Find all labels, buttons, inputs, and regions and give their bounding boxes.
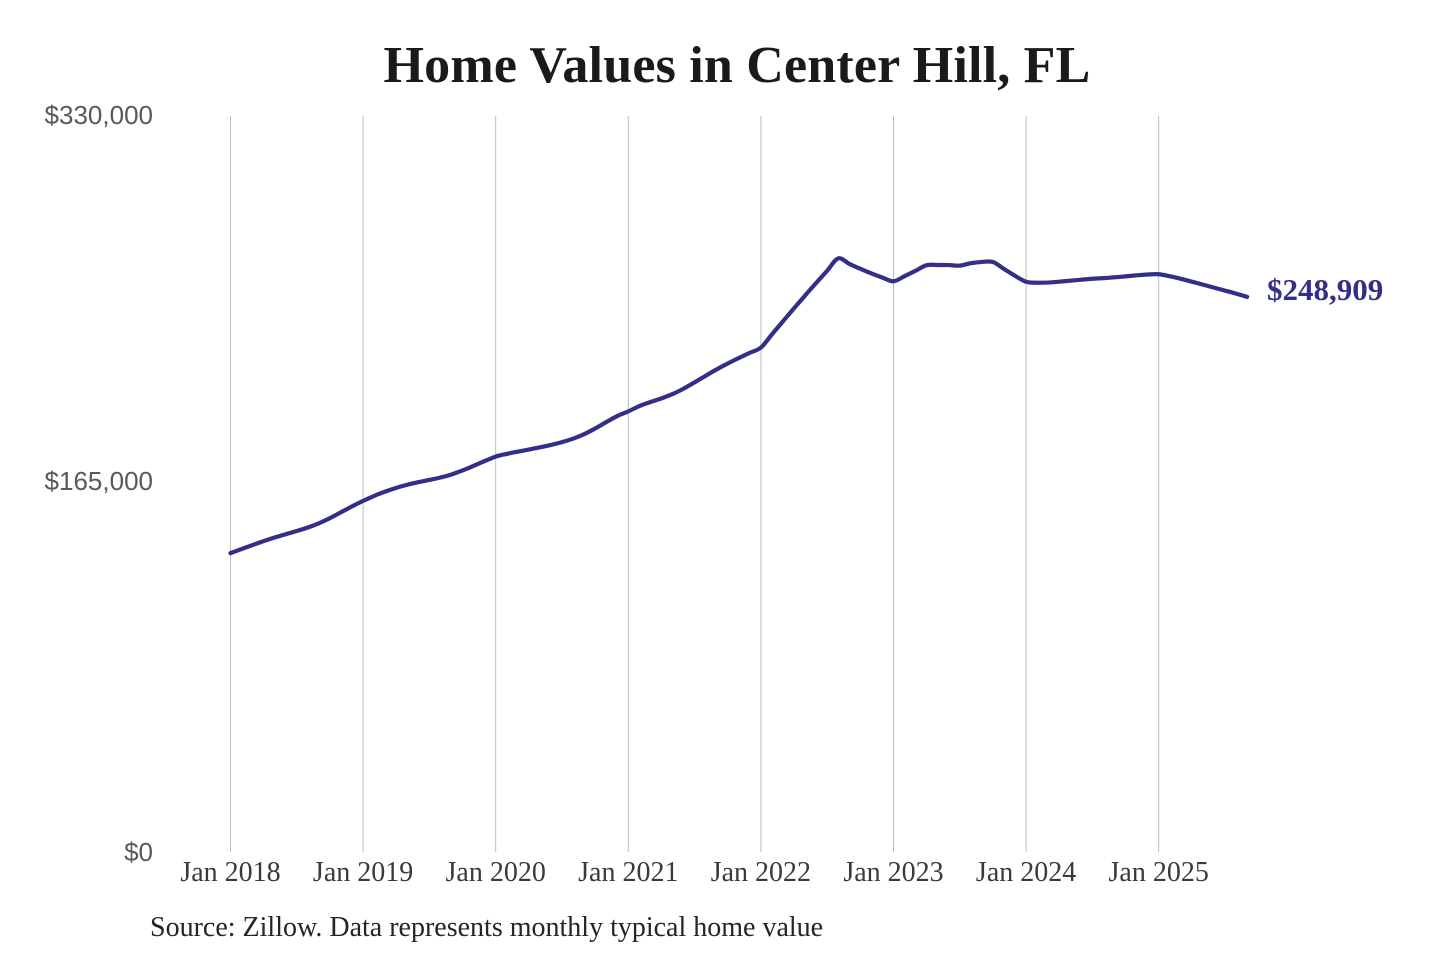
svg-text:$330,000: $330,000: [45, 100, 153, 130]
svg-text:Jan 2025: Jan 2025: [1109, 857, 1209, 888]
svg-text:$165,000: $165,000: [45, 466, 153, 496]
svg-text:Jan 2023: Jan 2023: [843, 857, 943, 888]
svg-text:Jan 2024: Jan 2024: [976, 857, 1076, 888]
svg-text:Jan 2019: Jan 2019: [313, 857, 413, 888]
svg-text:Jan 2020: Jan 2020: [446, 857, 546, 888]
svg-text:Jan 2022: Jan 2022: [711, 857, 811, 888]
svg-text:$0: $0: [124, 837, 153, 867]
svg-text:Jan 2018: Jan 2018: [180, 857, 280, 888]
svg-text:$248,909: $248,909: [1267, 272, 1383, 307]
svg-text:Jan 2021: Jan 2021: [578, 857, 678, 888]
